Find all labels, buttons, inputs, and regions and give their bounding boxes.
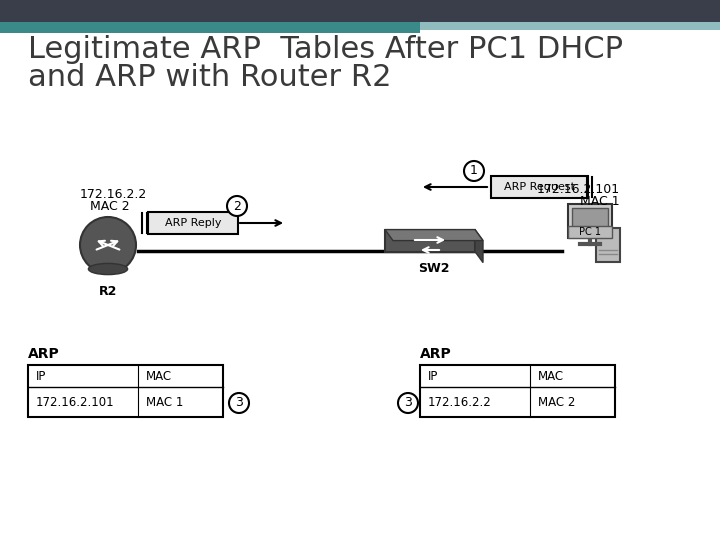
Polygon shape [0,22,420,33]
Text: MAC 2: MAC 2 [90,200,130,213]
Polygon shape [0,0,720,22]
Text: and ARP with Router R2: and ARP with Router R2 [28,64,392,92]
Text: 1: 1 [470,165,478,178]
FancyBboxPatch shape [572,208,608,234]
Text: MAC 2: MAC 2 [538,396,575,409]
Text: MAC: MAC [538,369,564,382]
Text: 172.16.2.101: 172.16.2.101 [36,396,114,409]
Text: SW2: SW2 [418,261,450,275]
Text: R2: R2 [99,285,117,298]
FancyBboxPatch shape [28,365,223,417]
FancyBboxPatch shape [568,226,612,238]
Text: PC 1: PC 1 [579,227,601,237]
Polygon shape [475,230,483,262]
Circle shape [227,196,247,216]
FancyBboxPatch shape [491,176,588,198]
Circle shape [398,393,418,413]
Polygon shape [385,230,483,241]
Text: Legitimate ARP  Tables After PC1 DHCP: Legitimate ARP Tables After PC1 DHCP [28,36,623,64]
Text: ARP: ARP [28,347,60,361]
Text: 3: 3 [404,396,412,409]
FancyBboxPatch shape [568,204,612,238]
FancyBboxPatch shape [420,365,615,417]
Text: ARP Reply: ARP Reply [165,218,221,228]
Ellipse shape [89,264,127,275]
Text: ARP Request: ARP Request [503,182,575,192]
Text: MAC: MAC [146,369,172,382]
Text: IP: IP [428,369,438,382]
FancyBboxPatch shape [596,228,620,262]
Text: 2: 2 [233,199,241,213]
Text: 172.16.2.2: 172.16.2.2 [80,188,148,201]
Text: MAC 1: MAC 1 [146,396,184,409]
Text: MAC 1: MAC 1 [580,195,620,208]
Circle shape [80,217,136,273]
Text: IP: IP [36,369,46,382]
Circle shape [464,161,484,181]
Text: 172.16.2.101: 172.16.2.101 [537,183,620,196]
Polygon shape [385,230,475,252]
Text: ARP: ARP [420,347,451,361]
Text: 3: 3 [235,396,243,409]
FancyBboxPatch shape [148,212,238,234]
Text: 172.16.2.2: 172.16.2.2 [428,396,492,409]
Polygon shape [420,22,720,30]
Circle shape [229,393,249,413]
